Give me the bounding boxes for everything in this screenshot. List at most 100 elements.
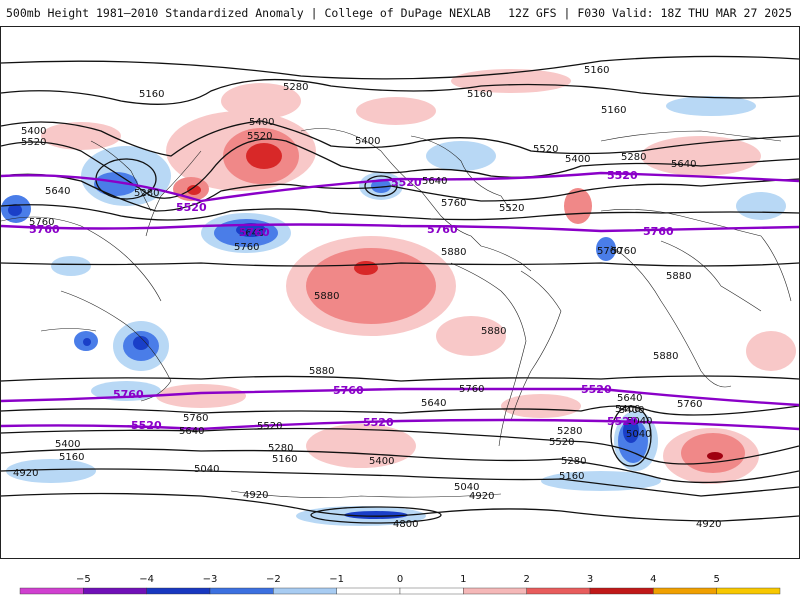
colorbar-svg: −5 −4 −3 −2 −1 0 1 2 3 4 5 [19, 574, 781, 595]
anomaly-positive [356, 97, 436, 125]
map-panel[interactable]: 5160 5280 5160 5400 5520 5400 5160 5160 … [0, 26, 800, 559]
contour-label: 5160 [59, 452, 84, 463]
reference-label: 5520 [607, 415, 638, 428]
contour-label: 5640 [239, 228, 264, 239]
contour-label: 5640 [421, 398, 446, 409]
colorbar-tick-label: 1 [460, 574, 466, 585]
anomaly-positive [501, 394, 581, 418]
reference-contour-labels: 5520 5760 5520 5760 5520 5760 5760 5760 … [29, 169, 674, 432]
contour-label: 5880 [441, 247, 466, 258]
colorbar-tick-label: −5 [76, 574, 91, 585]
contour-label: 5520 [21, 137, 46, 148]
contour-label: 5280 [557, 426, 582, 437]
reference-label: 5520 [363, 416, 394, 429]
contour-label: 5640 [179, 426, 204, 437]
contour-label: 5760 [597, 246, 622, 257]
reference-label: 5520 [581, 383, 612, 396]
colorbar: −5 −4 −3 −2 −1 0 1 2 3 4 5 [0, 566, 800, 600]
colorbar-tick-label: 0 [397, 574, 403, 585]
anomaly-positive [306, 424, 416, 468]
anomaly-negative [596, 237, 616, 261]
contour-label: 5280 [283, 82, 308, 93]
contour-label: 5520 [533, 144, 558, 155]
contour-label: 5520 [257, 421, 282, 432]
reference-contours [1, 171, 799, 431]
anomaly-shading [1, 69, 796, 526]
anomaly-positive [246, 143, 282, 169]
colorbar-segment [336, 587, 401, 595]
contour-label: 5400 [369, 456, 394, 467]
anomaly-negative [541, 471, 661, 491]
anomaly-positive [306, 248, 436, 324]
colorbar-segment [653, 587, 717, 595]
anomaly-positive [746, 331, 796, 371]
contour-label: 5400 [21, 126, 46, 137]
contour-label: 5640 [422, 176, 447, 187]
contour-label: 5400 [355, 136, 380, 147]
contour-label: 4920 [243, 490, 268, 501]
contour-label: 5160 [584, 65, 609, 76]
anomaly-positive [41, 122, 121, 150]
colorbar-tick-label: 5 [713, 574, 719, 585]
contour-label: 4800 [393, 519, 418, 530]
contour-label: 5280 [134, 188, 159, 199]
contour-label: 5880 [309, 366, 334, 377]
contour-label: 5160 [559, 471, 584, 482]
contour-label: 5280 [621, 152, 646, 163]
colorbar-segment [526, 587, 591, 595]
colorbar-tick-label: −3 [203, 574, 218, 585]
anomaly-map: 5160 5280 5160 5400 5520 5400 5160 5160 … [1, 55, 799, 530]
reference-label: 5520 [607, 169, 638, 182]
anomaly-negative [736, 192, 786, 220]
contour-label: 5880 [666, 271, 691, 282]
contour-label: 5760 [677, 399, 702, 410]
colorbar-segment [463, 587, 527, 595]
anomaly-negative [94, 172, 138, 196]
contour-label: 5040 [627, 416, 652, 427]
contour-label: 4920 [469, 491, 494, 502]
colorbar-tick-label: 3 [587, 574, 593, 585]
colorbar-segment [209, 587, 274, 595]
reference-label: 5760 [643, 225, 674, 238]
contour-label: 5160 [272, 454, 297, 465]
contour-label: 5760 [183, 413, 208, 424]
contour-label: 5520 [499, 203, 524, 214]
contour-label: 5760 [459, 384, 484, 395]
anomaly-negative [666, 96, 756, 116]
anomaly-negative [6, 459, 96, 483]
contour-label: 5880 [481, 326, 506, 337]
run-info: 12Z GFS | F030 Valid: 18Z THU MAR 27 202… [508, 6, 792, 20]
anomaly-negative [344, 511, 408, 519]
contour-label: 5640 [671, 159, 696, 170]
contour-label: 5520 [247, 131, 272, 142]
colorbar-tick-label: −2 [266, 574, 281, 585]
anomaly-negative [133, 336, 149, 350]
anomaly-positive [436, 316, 506, 356]
anomaly-negative [51, 256, 91, 276]
contour-label: 5760 [29, 217, 54, 228]
contour-label: 5640 [45, 186, 70, 197]
reference-label: 5760 [427, 223, 458, 236]
anomaly-positive [187, 185, 201, 195]
colorbar-tick-label: 2 [523, 574, 529, 585]
contour-label: 5880 [314, 291, 339, 302]
anomaly-positive [641, 136, 761, 176]
colorbar-segment [589, 587, 654, 595]
anomaly-negative [426, 141, 496, 171]
contour-label: 5040 [454, 482, 479, 493]
contour-label: 5280 [268, 443, 293, 454]
reference-label: 5760 [239, 226, 270, 239]
coastlines [1, 128, 792, 498]
contour-label: 5760 [611, 246, 636, 257]
contour-label: 5160 [601, 105, 626, 116]
colorbar-segment [19, 587, 84, 595]
contour-label: 5880 [653, 351, 678, 362]
contour-label: 5520 [549, 437, 574, 448]
contour-label: 5160 [467, 89, 492, 100]
contour-label: 5400 [619, 405, 644, 416]
anomaly-positive [156, 384, 246, 408]
anomaly-positive [564, 188, 592, 224]
anomaly-negative [623, 419, 639, 443]
anomaly-positive [221, 83, 301, 119]
colorbar-segment [273, 587, 337, 595]
